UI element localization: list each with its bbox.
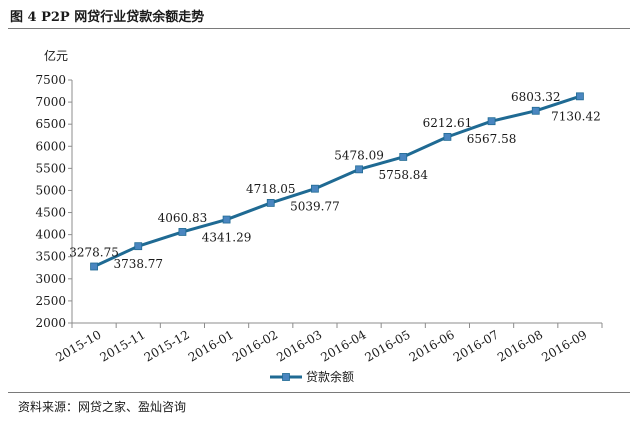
y-tick-label: 3500: [35, 250, 66, 264]
line-chart: 2000 2500 3000 3500 4000 4500 5000 5500 6000 6500…: [35, 48, 603, 384]
top-divider: [8, 28, 630, 29]
y-tick-label: 7000: [35, 95, 66, 109]
y-tick-label: 2500: [35, 294, 66, 308]
x-tick-label: 2016-05: [363, 327, 413, 364]
data-point: [443, 132, 452, 141]
source-note: 资料来源：网贷之家、盈灿咨询: [18, 400, 187, 414]
data-point: [576, 92, 584, 101]
data-label: 5039.77: [290, 200, 340, 214]
y-tick-label: 7500: [35, 73, 66, 87]
x-tick-label: 2015-12: [142, 327, 192, 364]
data-point: [487, 117, 496, 126]
y-tick-label: 6500: [35, 117, 66, 131]
x-tick-label: 2016-08: [495, 327, 545, 364]
data-point: [90, 262, 98, 271]
x-tick-label: 2016-09: [539, 327, 589, 364]
y-tick-label: 4500: [35, 206, 66, 220]
y-tick-label: 5500: [35, 161, 66, 175]
data-point: [399, 153, 408, 161]
y-tick-label: 6000: [35, 139, 66, 153]
x-tick-label: 2015-11: [98, 327, 148, 364]
data-label: 3278.75: [69, 246, 119, 260]
y-axis-title: 亿元: [44, 48, 68, 63]
x-tick-label: 2015-10: [53, 327, 103, 364]
x-tick-label: 2016-02: [230, 327, 280, 364]
data-point: [134, 242, 143, 251]
series-group: [90, 92, 584, 271]
data-point: [355, 165, 363, 174]
figure-title: 图 4 P2P 网贷行业贷款余额走势: [10, 10, 205, 25]
data-label: 6803.32: [511, 90, 561, 104]
data-point: [178, 228, 187, 236]
data-label: 4341.29: [202, 231, 252, 245]
data-label: 5478.09: [334, 148, 384, 162]
y-tick-label: 5000: [35, 183, 66, 197]
data-label: 5758.84: [378, 168, 428, 182]
y-axis-ticks: 2000 2500 3000 3500 4000 4500 5000 5500 6000 6500…: [35, 73, 72, 330]
data-point: [531, 106, 540, 115]
y-tick-label: 4000: [35, 228, 66, 242]
legend-marker: [282, 373, 290, 381]
data-label: 4060.83: [158, 211, 208, 225]
x-tick-label: 2016-07: [451, 327, 501, 364]
bottom-divider: [8, 392, 630, 393]
series-line: [93, 94, 581, 268]
data-point: [266, 199, 275, 207]
data-label: 3738.77: [113, 257, 163, 271]
x-axis-ticks: 2015-102015-112015-122016-012016-022016-…: [53, 323, 603, 365]
data-point: [311, 184, 319, 193]
x-tick-label: 2016-04: [318, 327, 368, 364]
data-label: 6212.61: [423, 116, 473, 130]
x-tick-label: 2016-06: [407, 327, 457, 364]
x-tick-label: 2016-03: [274, 327, 324, 364]
data-label: 4718.05: [246, 182, 296, 196]
data-point: [222, 215, 231, 224]
legend-label: 贷款余额: [306, 369, 354, 384]
y-tick-label: 3000: [35, 272, 66, 286]
x-tick-label: 2016-01: [186, 327, 236, 364]
y-tick-label: 2000: [35, 316, 66, 330]
data-label: 7130.42: [551, 109, 601, 123]
data-label: 6567.58: [467, 132, 517, 146]
legend: 贷款余额: [270, 369, 354, 384]
